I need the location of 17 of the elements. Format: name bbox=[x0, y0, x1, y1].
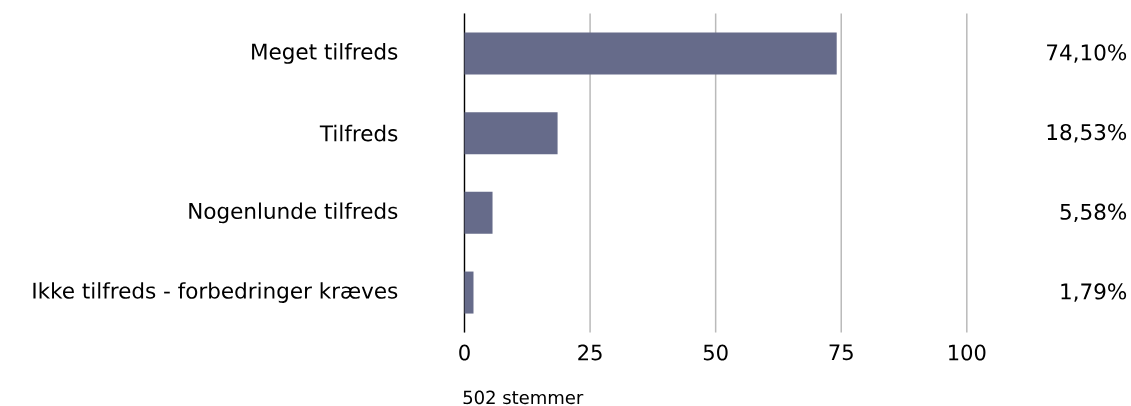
data-label: 18,53% bbox=[1047, 123, 1127, 143]
x-tick-label: 0 bbox=[459, 344, 470, 361]
bar bbox=[464, 32, 837, 75]
bar bbox=[464, 191, 493, 234]
bar bbox=[464, 112, 558, 155]
y-tick-label: Ikke tilfreds - forbedringer kræves bbox=[33, 282, 398, 303]
y-tick-label: Tilfreds bbox=[319, 124, 398, 142]
y-tick-label: Nogenlunde tilfreds bbox=[189, 202, 398, 224]
x-tick-label: 25 bbox=[578, 344, 602, 361]
data-label: 74,10% bbox=[1047, 44, 1127, 63]
x-tick-label: 75 bbox=[829, 344, 853, 361]
y-tick-label: Meget tilfreds bbox=[252, 43, 398, 64]
x-tick-label: 50 bbox=[703, 344, 728, 361]
text: 502 stemmer bbox=[463, 390, 584, 405]
data-label: 1,79% bbox=[1061, 283, 1127, 302]
x-tick-label: 100 bbox=[949, 344, 986, 361]
data-label: 5,58% bbox=[1060, 203, 1127, 223]
